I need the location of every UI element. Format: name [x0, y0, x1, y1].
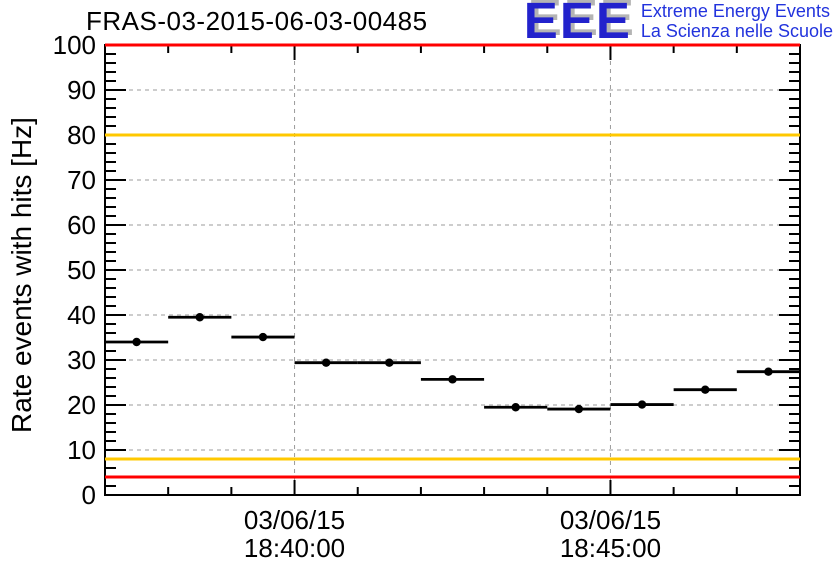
y-tick-label: 20 — [67, 390, 96, 420]
y-tick-label: 70 — [67, 165, 96, 195]
data-point — [258, 332, 268, 342]
data-series-rate-events-with-hits — [105, 313, 800, 414]
gridlines — [105, 45, 800, 495]
y-axis-title: Rate events with hits [Hz] — [6, 117, 37, 433]
y-tick-label: 40 — [67, 300, 96, 330]
y-tick-label: 50 — [67, 255, 96, 285]
y-tick-labels: 0 10 20 30 40 50 60 70 80 90 100 — [53, 30, 96, 510]
data-point — [574, 404, 584, 414]
eee-logo-line2: La Scienza nelle Scuole — [640, 21, 833, 41]
eee-logo-line1: Extreme Energy Events — [640, 1, 830, 21]
x-tick-label-time: 18:45:00 — [560, 533, 661, 563]
reference-lines — [105, 43, 800, 479]
x-tick-label-time: 18:40:00 — [244, 533, 345, 563]
y-tick-label: 90 — [67, 75, 96, 105]
x-tick-label-date: 03/06/15 — [244, 505, 345, 535]
data-point — [511, 403, 520, 412]
data-point — [448, 375, 457, 384]
eee-logo: EEE Extreme Energy Events La Scienza nel… — [523, 0, 833, 49]
data-point — [321, 358, 331, 367]
eee-logo-text: Extreme Energy Events La Scienza nelle S… — [641, 0, 833, 41]
axis-ticks — [104, 44, 801, 496]
y-tick-label: 30 — [67, 345, 96, 375]
data-point — [764, 367, 773, 376]
x-tick-label-date: 03/06/15 — [560, 505, 661, 535]
y-tick-label: 0 — [82, 480, 96, 510]
data-point — [637, 400, 647, 409]
data-point — [385, 358, 394, 367]
y-tick-label: 100 — [53, 30, 96, 60]
data-point — [132, 337, 141, 347]
data-point — [195, 313, 204, 322]
y-tick-label: 80 — [67, 120, 96, 150]
data-point — [701, 385, 710, 394]
y-tick-label: 60 — [67, 210, 96, 240]
eee-logo-acronym: EEE — [523, 0, 632, 49]
chart-title: FRAS-03-2015-06-03-00485 — [86, 6, 428, 36]
y-tick-label: 10 — [67, 435, 96, 465]
